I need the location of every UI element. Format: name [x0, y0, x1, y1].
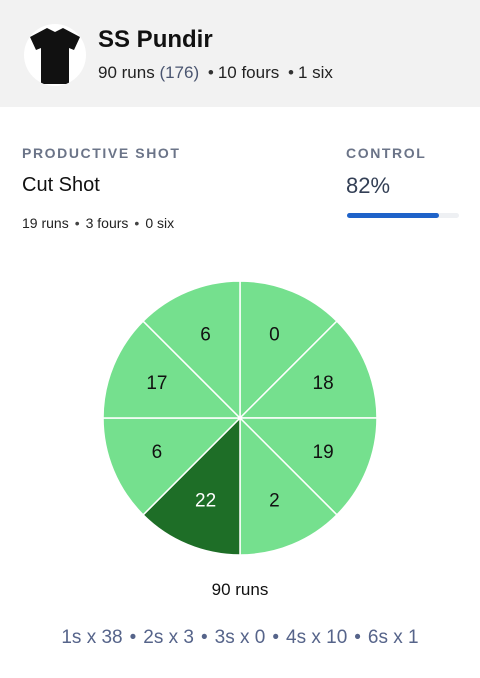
- wagon-wheel-sector: [102, 320, 242, 419]
- breakdown-item: 4s x 10: [286, 627, 348, 648]
- productive-shot-label: PRODUCTIVE SHOT: [22, 145, 181, 161]
- player-balls: (176): [159, 63, 200, 82]
- player-runs: 90 runs: [98, 63, 155, 82]
- wagon-wheel-sector-label: 18: [313, 373, 334, 394]
- breakdown-item: 1s x 38: [61, 627, 123, 648]
- productive-shot-stats: 19 runs • 3 fours • 0 six: [22, 215, 174, 231]
- shot-sixes: 0 six: [145, 215, 175, 231]
- wagon-wheel-sector: [102, 417, 242, 516]
- wagon-wheel-sector-label: 0: [269, 324, 280, 345]
- productive-shot-name: Cut Shot: [22, 174, 100, 196]
- separator-dot: •: [207, 63, 214, 82]
- wagon-wheel-sector-label: 2: [269, 491, 280, 512]
- shot-runs: 19 runs: [22, 215, 69, 231]
- breakdown-item: 2s x 3: [143, 627, 194, 648]
- player-name: SS Pundir: [98, 26, 213, 53]
- player-sixes: 1 six: [297, 63, 333, 82]
- wagon-wheel-sector-label: 22: [195, 491, 216, 512]
- wagon-wheel-sector-label: 17: [146, 373, 167, 394]
- control-value: 82%: [346, 173, 391, 198]
- wagon-wheel-sector: [142, 280, 241, 420]
- wagon-wheel-sector-label: 6: [200, 324, 211, 345]
- jersey-icon: [30, 28, 80, 84]
- separator-dot: •: [200, 627, 208, 648]
- breakdown-item: 3s x 0: [214, 627, 266, 648]
- shot-fours: 3 fours: [85, 215, 129, 231]
- separator-dot: •: [134, 215, 140, 231]
- player-avatar: [24, 24, 86, 86]
- control-bar: [347, 213, 459, 218]
- wagon-wheel-sector-label: 6: [152, 442, 163, 463]
- player-stats: 90 runs (176) • 10 fours • 1 six: [98, 63, 333, 83]
- separator-dot: •: [272, 627, 279, 648]
- wagon-wheel-sector-label: 19: [313, 442, 334, 463]
- separator-dot: •: [129, 627, 137, 648]
- wagon-wheel-sector: [142, 416, 241, 556]
- separator-dot: •: [354, 627, 361, 648]
- player-header: SS Pundir 90 runs (176) • 10 fours • 1 six: [0, 0, 480, 107]
- wagon-wheel-sector: [238, 320, 378, 419]
- wagon-wheel-sector: [238, 417, 378, 516]
- separator-dot: •: [287, 63, 294, 82]
- wagon-wheel-total: 90 runs: [211, 580, 269, 599]
- wagon-wheel-sector: [239, 416, 338, 556]
- control-label: CONTROL: [346, 145, 427, 161]
- separator-dot: •: [74, 215, 80, 231]
- wagon-wheel-sector: [239, 280, 338, 420]
- control-bar-fill: [347, 213, 439, 218]
- player-fours: 10 fours: [217, 63, 280, 82]
- scoring-breakdown: 1s x 38 • 2s x 3 • 3s x 0 • 4s x 10 • 6s x 1: [0, 627, 480, 649]
- breakdown-item: 6s x 1: [367, 627, 419, 648]
